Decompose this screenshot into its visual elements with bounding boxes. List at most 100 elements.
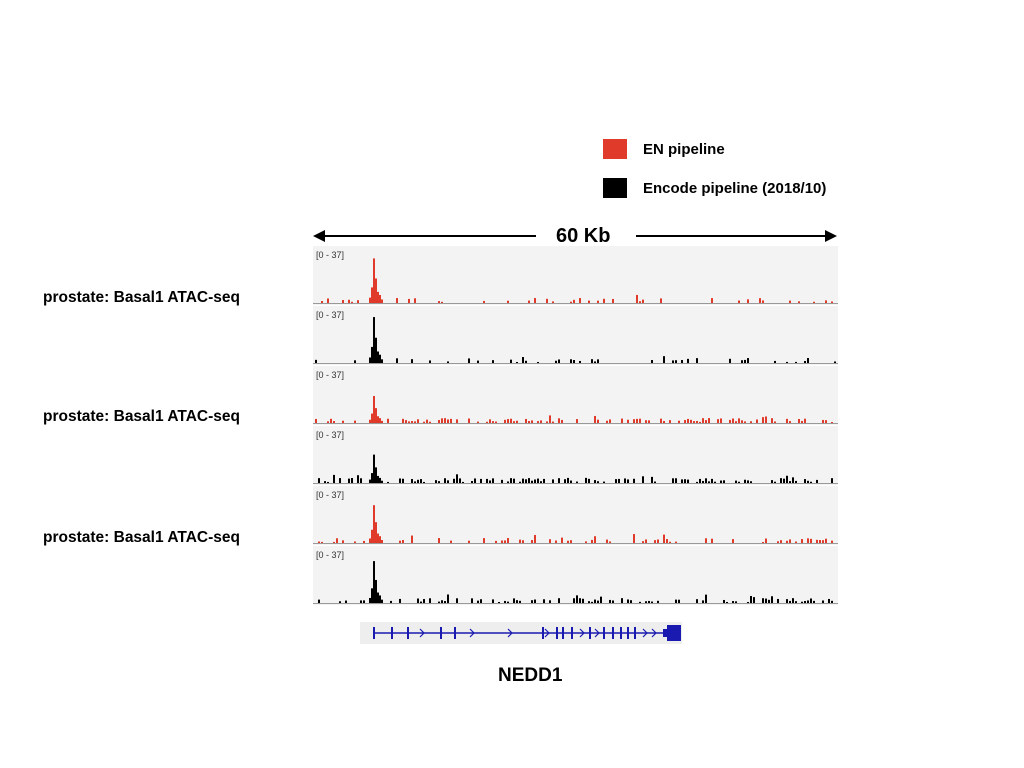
signal-bar: [807, 480, 809, 483]
signal-bar: [519, 481, 521, 483]
signal-bar: [411, 535, 413, 543]
signal-bar: [594, 415, 596, 423]
signal-bar: [402, 540, 404, 543]
signal-bar: [399, 540, 401, 543]
signal-bar: [741, 420, 743, 423]
signal-bar: [687, 358, 689, 363]
signal-bar: [777, 598, 779, 603]
signal-bar: [333, 541, 335, 543]
signal-bar: [540, 420, 542, 423]
signal-bar: [780, 540, 782, 543]
signal-bar: [603, 481, 605, 483]
signal-bar: [825, 420, 827, 423]
signal-bar: [831, 540, 833, 543]
signal-bar: [377, 533, 379, 543]
track-6: [0 - 37]: [313, 546, 838, 605]
signal-bar: [558, 598, 560, 603]
signal-bar: [762, 300, 764, 303]
signal-bar: [627, 479, 629, 483]
signal-bar: [534, 599, 536, 603]
track-range-label: [0 - 37]: [316, 550, 344, 560]
gene-exon: [556, 627, 558, 639]
signal-bar: [627, 419, 629, 423]
signal-bar: [735, 601, 737, 603]
signal-bar: [525, 418, 527, 423]
signal-bar: [636, 294, 638, 303]
signal-bar: [438, 601, 440, 603]
signal-bar: [513, 478, 515, 483]
signal-bar: [621, 598, 623, 603]
signal-bar: [373, 317, 375, 363]
signal-bar: [552, 479, 554, 483]
signal-bar: [621, 418, 623, 423]
signal-bar: [444, 601, 446, 603]
signal-bar: [633, 478, 635, 483]
signal-bar: [474, 478, 476, 483]
signal-bar: [717, 419, 719, 423]
signal-bar: [342, 420, 344, 423]
track-1: [0 - 37]: [313, 246, 838, 305]
signal-bar: [639, 418, 641, 423]
signal-bar: [684, 420, 686, 423]
signal-bar: [651, 476, 653, 483]
signal-bar: [516, 420, 518, 423]
signal-bar: [381, 359, 383, 363]
signal-bar: [831, 421, 833, 423]
signal-bar: [825, 538, 827, 543]
signal-bar: [375, 408, 377, 423]
row-label-1: prostate: Basal1 ATAC-seq: [43, 289, 240, 306]
signal-bar: [369, 357, 371, 363]
signal-bar: [750, 595, 752, 603]
signal-bar: [681, 360, 683, 363]
signal-bar: [375, 579, 377, 603]
signal-bar: [684, 479, 686, 483]
signal-bar: [747, 601, 749, 603]
signal-bar: [606, 539, 608, 543]
signal-bar: [405, 420, 407, 423]
signal-bar: [750, 421, 752, 423]
scale-arrow-left-icon: [313, 230, 325, 242]
signal-bar: [321, 541, 323, 543]
signal-bar: [690, 419, 692, 423]
signal-bar: [576, 481, 578, 483]
signal-bar: [480, 478, 482, 483]
strand-arrow-icon: [594, 628, 600, 638]
signal-bar: [447, 419, 449, 423]
signal-bar: [747, 358, 749, 363]
signal-bar: [456, 474, 458, 483]
signal-bar: [504, 600, 506, 603]
strand-arrow-icon: [507, 628, 513, 638]
signal-bar: [318, 541, 320, 543]
signal-bar: [510, 478, 512, 483]
signal-bar: [330, 418, 332, 423]
signal-bar: [411, 479, 413, 483]
signal-bar: [744, 359, 746, 363]
signal-bar: [456, 419, 458, 423]
signal-bar: [579, 598, 581, 603]
track-range-label: [0 - 37]: [316, 250, 344, 260]
signal-bar: [513, 598, 515, 603]
gene-exon: [571, 627, 573, 639]
signal-bar: [771, 418, 773, 423]
signal-bar: [582, 598, 584, 603]
signal-bar: [411, 359, 413, 363]
signal-bar: [822, 540, 824, 543]
signal-bar: [489, 480, 491, 483]
signal-bar: [810, 538, 812, 543]
signal-bar: [411, 421, 413, 423]
signal-bar: [708, 481, 710, 483]
signal-bar: [375, 278, 377, 303]
signal-bar: [492, 599, 494, 603]
signal-bar: [477, 600, 479, 603]
signal-bar: [738, 300, 740, 303]
signal-bar: [379, 354, 381, 363]
signal-bar: [636, 418, 638, 423]
signal-bar: [414, 421, 416, 423]
signal-bar: [771, 596, 773, 603]
signal-bar: [570, 540, 572, 543]
signal-bar: [831, 600, 833, 603]
signal-bar: [468, 418, 470, 423]
signal-bar: [702, 600, 704, 603]
signal-bar: [373, 561, 375, 603]
signal-bar: [456, 598, 458, 603]
